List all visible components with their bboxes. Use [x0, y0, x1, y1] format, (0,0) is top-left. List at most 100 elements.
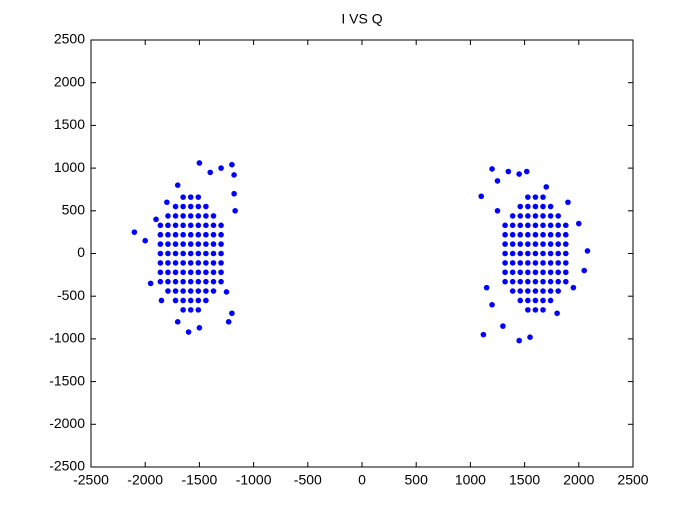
point [509, 222, 516, 229]
point [195, 307, 202, 313]
point [570, 284, 577, 291]
y-tick-label: 2000 [54, 73, 85, 89]
point [172, 213, 179, 219]
point [165, 260, 171, 266]
point [517, 260, 524, 266]
point [187, 288, 194, 294]
point [517, 288, 524, 294]
point [180, 241, 186, 247]
x-tick-label: 0 [358, 472, 366, 488]
y-tick-label: -2500 [49, 458, 85, 474]
y-tick-label: -2000 [49, 415, 85, 431]
point [532, 288, 539, 294]
point [180, 269, 186, 276]
point [187, 241, 194, 247]
point [187, 203, 194, 210]
point [203, 241, 209, 247]
point [172, 203, 179, 210]
point [210, 222, 217, 229]
point [509, 288, 516, 294]
point [483, 284, 490, 291]
point [509, 260, 516, 266]
point [525, 213, 531, 219]
point [210, 269, 217, 276]
point [218, 222, 224, 229]
point [203, 203, 209, 210]
point [517, 297, 524, 304]
point [547, 213, 554, 219]
point [195, 203, 202, 210]
point [547, 269, 554, 276]
point [562, 260, 569, 266]
point [229, 161, 235, 168]
point [165, 241, 171, 247]
point [517, 278, 524, 285]
point [207, 169, 214, 176]
x-tick-label: 2500 [617, 472, 648, 488]
point [581, 267, 588, 274]
point [195, 297, 202, 304]
point [210, 288, 217, 294]
point [540, 278, 546, 285]
point [509, 269, 516, 276]
x-tick-label: 1000 [455, 472, 486, 488]
point [540, 194, 546, 200]
point [547, 260, 554, 266]
point [172, 231, 179, 238]
point [210, 250, 217, 257]
point [525, 222, 531, 229]
y-tick-label: 0 [77, 244, 85, 260]
point [187, 297, 194, 304]
point [540, 231, 546, 238]
point [172, 241, 179, 247]
point [540, 288, 546, 294]
point [157, 222, 164, 229]
point [165, 250, 171, 257]
point [562, 269, 569, 276]
point [165, 213, 171, 219]
point [164, 199, 170, 206]
point [543, 184, 550, 190]
point [165, 288, 171, 294]
point [203, 288, 209, 294]
point [203, 269, 209, 276]
y-tick-label: 1500 [54, 116, 85, 132]
point [540, 269, 546, 276]
point [180, 297, 186, 304]
point [195, 194, 202, 200]
point [555, 269, 562, 276]
point [517, 269, 524, 276]
point [555, 213, 562, 219]
point [174, 319, 181, 325]
point [158, 297, 165, 304]
point [509, 278, 516, 285]
point [502, 241, 508, 247]
point [187, 222, 194, 229]
point [532, 194, 539, 200]
point [203, 213, 209, 219]
point [180, 194, 186, 200]
point [532, 222, 539, 229]
point [509, 213, 516, 219]
point [195, 231, 202, 238]
point [532, 213, 539, 219]
point [195, 278, 202, 285]
point [517, 241, 524, 247]
point [218, 269, 224, 276]
point [525, 297, 531, 304]
point [532, 269, 539, 276]
point [185, 329, 192, 335]
y-tick-label: -1500 [49, 372, 85, 388]
point [180, 203, 186, 210]
point [525, 203, 531, 210]
y-tick-label: -500 [57, 287, 85, 303]
point [165, 222, 171, 229]
point [525, 278, 531, 285]
point [218, 165, 224, 171]
chart-title: I VS Q [341, 11, 382, 27]
point [516, 337, 522, 344]
point [195, 241, 202, 247]
point [525, 307, 531, 313]
point [532, 203, 539, 210]
point [489, 166, 495, 172]
